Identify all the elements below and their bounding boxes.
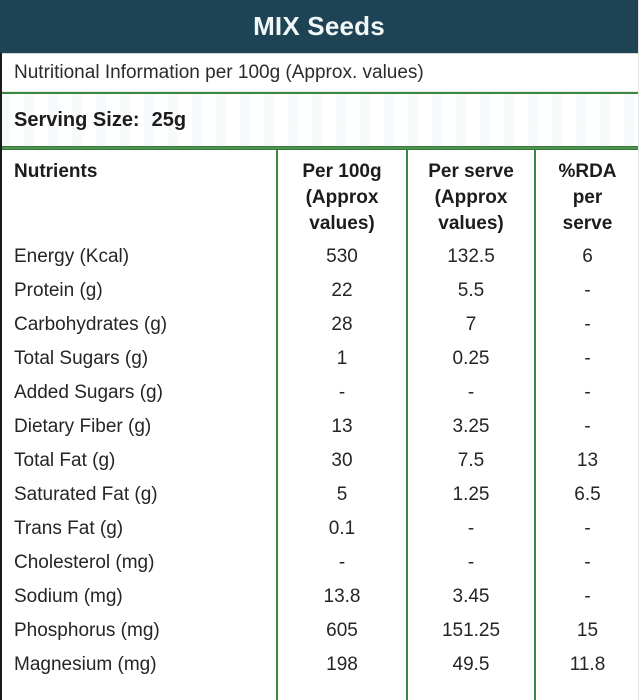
per-100g-value-cell: 22	[276, 274, 407, 308]
page-title: MIX Seeds	[253, 11, 385, 41]
nutrient-name-cell: Cholesterol (mg)	[14, 552, 155, 573]
table-row: Magnesium (mg) 198 49.5 11.8	[0, 648, 638, 682]
rda-per-serve-value-cell: 6.5	[534, 478, 638, 512]
nutrient-name-cell: Trans Fat (g)	[14, 518, 124, 539]
column-header-per-serve: Per serve (Approx values)	[406, 150, 535, 240]
rda-per-serve-value-cell: -	[534, 342, 638, 376]
filler-cell	[534, 682, 638, 700]
per-serve-value-cell: 151.25	[406, 614, 535, 648]
rda-per-serve-value-cell: 13	[534, 444, 638, 478]
rda-per-serve-value-cell: -	[534, 512, 638, 546]
per-serve-value-cell: 1.25	[406, 478, 535, 512]
serving-size-value: 25g	[151, 108, 187, 131]
nutrient-name-cell: Dietary Fiber (g)	[14, 416, 152, 437]
nutrient-name-cell: Phosphorus (mg)	[14, 620, 160, 641]
per-100g-value-cell: 13.8	[276, 580, 407, 614]
nutrition-info-row: Nutritional Information per 100g (Approx…	[0, 53, 638, 92]
serving-size-row: Serving Size: 25g	[0, 94, 638, 146]
per-100g-value-cell: -	[276, 376, 407, 410]
rda-per-serve-value-cell: -	[534, 376, 638, 410]
per-100g-value-cell: 13	[276, 410, 407, 444]
table-filler-row	[0, 682, 638, 700]
per-100g-value-cell: 198	[276, 648, 407, 682]
filler-cell	[0, 682, 277, 700]
per-serve-value-cell: -	[406, 512, 535, 546]
nutrition-table-body: Energy (Kcal) 530 132.5 6 Protein (g) 22 5.5- C…	[0, 240, 638, 700]
title-bar: MIX Seeds	[0, 0, 638, 53]
rda-per-serve-value-cell: 15	[534, 614, 638, 648]
per-100g-value-cell: 605	[276, 614, 407, 648]
rda-per-serve-value-cell: -	[534, 410, 638, 444]
filler-cell	[276, 682, 407, 700]
nutrient-name-cell: Carbohydrates (g)	[14, 314, 168, 335]
per-serve-value-cell: 3.45	[406, 580, 535, 614]
column-header-rda-per-serve: %RDA per serve	[534, 150, 638, 240]
column-header-nutrients: Nutrients	[14, 161, 98, 182]
per-100g-value-cell: 1	[276, 342, 407, 376]
nutrient-name-cell: Added Sugars (g)	[14, 382, 163, 403]
table-row: Trans Fat (g) 0.1- -	[0, 512, 638, 546]
filler-cell	[406, 682, 535, 700]
per-serve-value-cell: -	[406, 546, 535, 580]
rda-per-serve-value-cell: -	[534, 274, 638, 308]
table-row: Sodium (mg) 13.8 3.45-	[0, 580, 638, 614]
nutrient-name-cell: Protein (g)	[14, 280, 103, 301]
per-100g-value-cell: 0.1	[276, 512, 407, 546]
nutrient-name-cell: Sodium (mg)	[14, 586, 123, 607]
nutrient-name-cell: Total Fat (g)	[14, 450, 116, 471]
per-serve-value-cell: 7.5	[406, 444, 535, 478]
per-100g-value-cell: -	[276, 546, 407, 580]
nutrient-name-cell: Magnesium (mg)	[14, 654, 157, 675]
nutrition-info-text: Nutritional Information per 100g (Approx…	[14, 61, 424, 83]
table-row: Total Sugars (g) 1 0.25-	[0, 342, 638, 376]
nutrient-name-cell: Total Sugars (g)	[14, 348, 149, 369]
per-serve-value-cell: 3.25	[406, 410, 535, 444]
per-serve-value-cell: 132.5	[406, 240, 535, 274]
per-100g-value-cell: 530	[276, 240, 407, 274]
table-row: Added Sugars (g) - - -	[0, 376, 638, 410]
table-row: Cholesterol (mg) - - -	[0, 546, 638, 580]
nutrition-table: Nutrients Per 100g (Approx values) Per s…	[0, 150, 638, 700]
table-row: Carbohydrates (g) 28 7-	[0, 308, 638, 342]
serving-size-label: Serving Size:	[14, 108, 140, 131]
rda-per-serve-value-cell: -	[534, 546, 638, 580]
table-row: Dietary Fiber (g) 13 3.25-	[0, 410, 638, 444]
per-serve-value-cell: 49.5	[406, 648, 535, 682]
nutrient-name-cell: Energy (Kcal)	[14, 246, 130, 267]
divider-thin	[0, 92, 638, 94]
rda-per-serve-value-cell: -	[534, 308, 638, 342]
rda-per-serve-value-cell: 11.8	[534, 648, 638, 682]
per-serve-value-cell: 0.25	[406, 342, 535, 376]
divider-thick	[0, 146, 638, 150]
left-edge-border	[0, 53, 2, 700]
per-100g-value-cell: 28	[276, 308, 407, 342]
rda-per-serve-value-cell: 6	[534, 240, 638, 274]
table-row: Protein (g) 22 5.5-	[0, 274, 638, 308]
per-serve-value-cell: 7	[406, 308, 535, 342]
per-100g-value-cell: 30	[276, 444, 407, 478]
per-serve-value-cell: 5.5	[406, 274, 535, 308]
column-header-per-100g: Per 100g (Approx values)	[276, 150, 407, 240]
per-serve-value-cell: -	[406, 376, 535, 410]
nutrient-name-cell: Saturated Fat (g)	[14, 484, 158, 505]
rda-per-serve-value-cell: -	[534, 580, 638, 614]
table-row: Phosphorus (mg) 605 151.25 15	[0, 614, 638, 648]
table-row: Saturated Fat (g) 5 1.25 6.5	[0, 478, 638, 512]
table-row: Energy (Kcal) 530 132.5 6	[0, 240, 638, 274]
table-row: Total Fat (g) 30 7.5 13	[0, 444, 638, 478]
table-header-row: Nutrients Per 100g (Approx values) Per s…	[0, 150, 638, 240]
per-100g-value-cell: 5	[276, 478, 407, 512]
